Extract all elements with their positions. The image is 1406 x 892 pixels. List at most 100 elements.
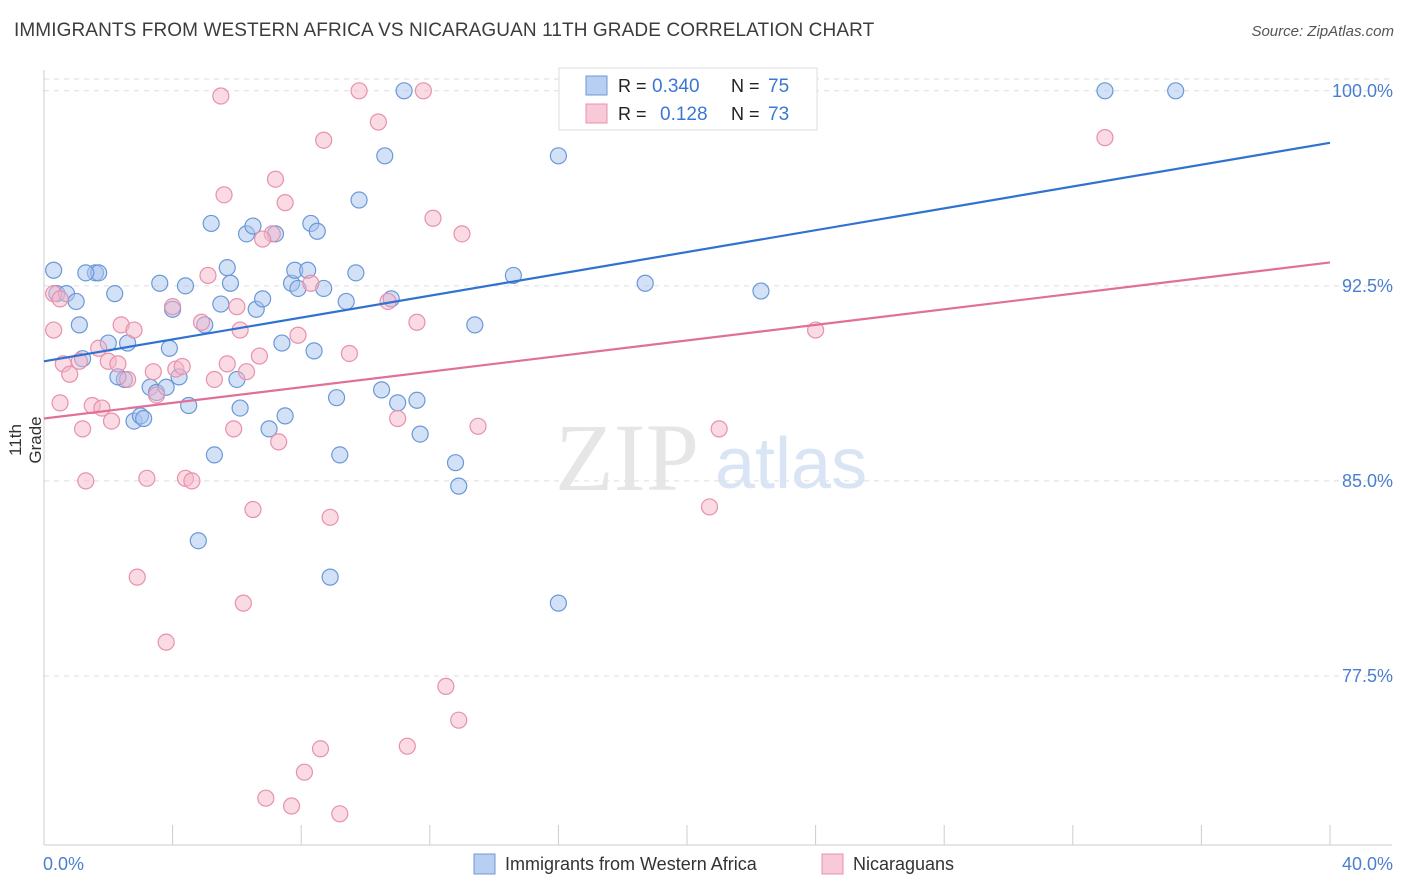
x-tick-label-end: 40.0%	[1342, 854, 1393, 874]
point-western-africa	[106, 285, 124, 303]
point-western-africa	[408, 391, 426, 409]
point-western-africa	[135, 409, 153, 428]
point-nicaraguans	[254, 230, 272, 248]
point-western-africa	[276, 407, 294, 425]
stats-r-value-blue: 0.340	[652, 76, 700, 97]
point-western-africa	[636, 274, 654, 292]
stats-n-label-blue: N =	[731, 76, 760, 96]
point-western-africa	[273, 334, 291, 352]
point-nicaraguans	[205, 370, 223, 389]
point-nicaraguans	[270, 433, 288, 451]
point-western-africa	[77, 264, 95, 282]
point-nicaraguans	[61, 365, 79, 383]
point-nicaraguans	[234, 594, 252, 612]
point-western-africa	[389, 394, 407, 412]
y-tick-label: 85.0%	[1342, 471, 1393, 491]
point-western-africa	[231, 399, 249, 417]
point-nicaraguans	[164, 298, 182, 316]
point-nicaraguans	[295, 763, 314, 781]
point-western-africa	[160, 339, 178, 357]
point-nicaraguans	[228, 298, 246, 316]
point-western-africa	[212, 295, 230, 313]
point-western-africa	[549, 147, 568, 165]
point-nicaraguans	[218, 355, 236, 373]
legend: Immigrants from Western Africa Nicaragua…	[473, 853, 954, 875]
legend-swatch-pink	[821, 853, 844, 875]
point-nicaraguans	[266, 170, 285, 188]
point-western-africa	[205, 446, 223, 464]
point-western-africa	[337, 292, 355, 311]
stats-r-value-pink: 0.128	[660, 104, 708, 125]
point-western-africa	[331, 446, 349, 464]
source-label: Source: ZipAtlas.com	[1251, 23, 1394, 40]
point-western-africa	[70, 316, 88, 334]
trend-line-western-africa	[43, 141, 1331, 363]
stats-swatch-pink	[585, 103, 608, 124]
point-nicaraguans	[276, 194, 294, 212]
point-nicaraguans	[331, 805, 349, 823]
trend-line-nicaraguans	[43, 261, 1331, 420]
point-western-africa	[202, 214, 220, 233]
stats-box: R = 0.340 N = 75 R = 0.128 N = 73	[558, 67, 818, 131]
point-nicaraguans	[51, 394, 69, 412]
stats-r-label-blue: R =	[618, 76, 647, 96]
point-nicaraguans	[147, 386, 166, 404]
point-nicaraguans	[302, 274, 320, 292]
point-western-africa	[411, 425, 429, 443]
point-nicaraguans	[73, 420, 92, 438]
point-western-africa	[376, 147, 394, 165]
point-western-africa	[347, 264, 365, 282]
point-nicaraguans	[257, 789, 275, 807]
point-nicaraguans	[173, 357, 191, 376]
point-western-africa	[549, 594, 568, 612]
legend-swatch-blue	[473, 853, 496, 875]
point-nicaraguans	[369, 113, 387, 131]
point-nicaraguans	[315, 131, 333, 149]
legend-label-nicaraguans: Nicaraguans	[853, 854, 954, 874]
point-nicaraguans	[350, 82, 368, 100]
point-western-africa	[466, 316, 484, 334]
point-nicaraguans	[212, 87, 230, 105]
point-nicaraguans	[125, 321, 143, 339]
point-nicaraguans	[199, 266, 217, 285]
point-nicaraguans	[225, 420, 243, 438]
x-tick-label-start: 0.0%	[43, 854, 84, 874]
point-nicaraguans	[250, 347, 269, 365]
point-nicaraguans	[118, 370, 137, 389]
point-western-africa	[1096, 82, 1114, 100]
point-nicaraguans	[389, 409, 407, 428]
point-nicaraguans	[144, 363, 162, 381]
point-western-africa	[244, 217, 262, 235]
series-western-africa-points	[45, 82, 1185, 612]
point-western-africa	[45, 261, 63, 279]
y-tick-label: 92.5%	[1342, 276, 1393, 296]
watermark-atlas: atlas	[715, 424, 867, 504]
point-nicaraguans	[700, 498, 719, 516]
point-nicaraguans	[453, 225, 471, 243]
point-nicaraguans	[340, 344, 359, 363]
point-nicaraguans	[183, 472, 201, 490]
point-western-africa	[504, 266, 522, 285]
point-western-africa	[305, 342, 323, 360]
point-nicaraguans	[289, 326, 307, 344]
point-nicaraguans	[102, 412, 121, 430]
point-western-africa	[221, 274, 240, 292]
point-nicaraguans	[311, 740, 330, 758]
y-tick-label: 77.5%	[1342, 666, 1393, 686]
point-western-africa	[218, 259, 236, 277]
point-nicaraguans	[215, 186, 233, 204]
point-nicaraguans	[77, 472, 95, 490]
stats-n-value-pink: 73	[768, 104, 789, 125]
stats-n-label-pink: N =	[731, 104, 760, 124]
point-western-africa	[308, 222, 326, 240]
axes	[43, 70, 1392, 846]
point-western-africa	[372, 381, 391, 399]
point-nicaraguans	[710, 420, 728, 438]
y-tick-label: 100.0%	[1332, 81, 1393, 101]
point-western-africa	[395, 82, 413, 100]
watermark-zip: ZIP	[555, 404, 699, 511]
stats-swatch-blue	[585, 75, 608, 96]
point-nicaraguans	[398, 737, 416, 755]
watermark: ZIP atlas	[555, 404, 867, 511]
